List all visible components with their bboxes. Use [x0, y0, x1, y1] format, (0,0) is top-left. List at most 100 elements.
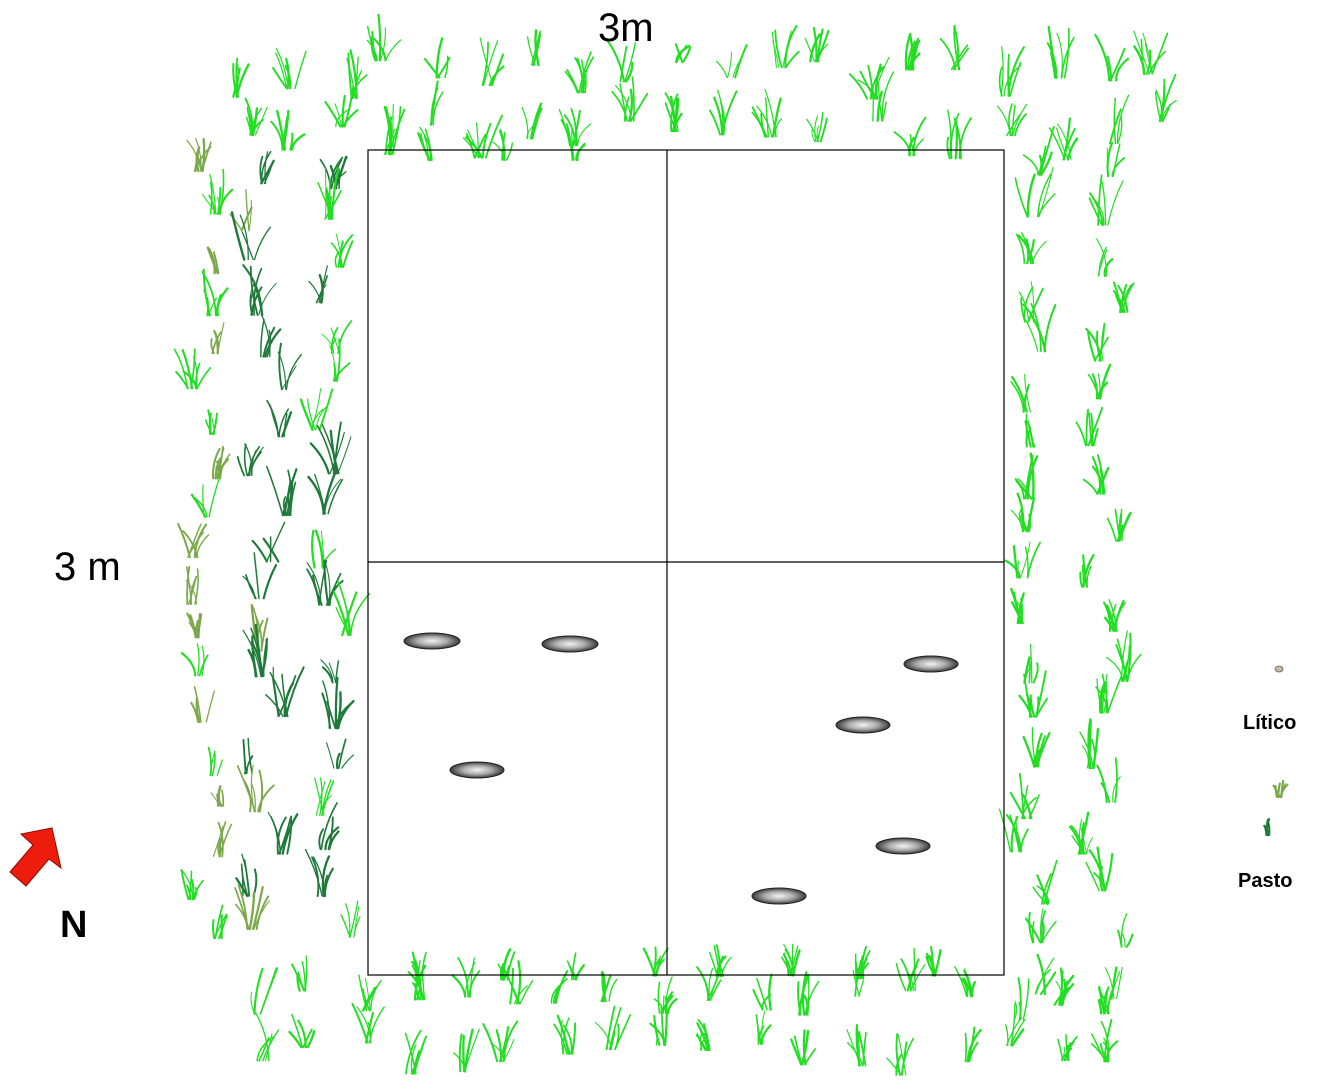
- grass-tuft: [1106, 508, 1132, 542]
- lithic-find: [541, 635, 599, 653]
- legend-label-pasto: Pasto: [1238, 870, 1293, 892]
- grass-tuft: [236, 443, 264, 477]
- grass-tuft: [272, 47, 307, 90]
- grass-tuft: [229, 189, 253, 232]
- grass-tuft: [266, 399, 293, 438]
- grass-tuft: [190, 686, 215, 723]
- grass-tuft: [804, 26, 830, 63]
- grass-tuft: [177, 523, 210, 559]
- grass-tuft: [1032, 859, 1058, 905]
- grass-tuft: [565, 123, 586, 161]
- grass-tuft: [242, 552, 278, 600]
- grass-tuft: [564, 51, 595, 94]
- width-dimension-label: 3m: [598, 6, 654, 50]
- grass-tuft: [1091, 1018, 1119, 1063]
- grass-icon: [1263, 779, 1289, 837]
- grass-tuft: [964, 1026, 982, 1063]
- grass-tuft: [204, 409, 218, 436]
- grass-tuft: [846, 1024, 867, 1067]
- grass-tuft: [326, 738, 354, 770]
- grass-tuft: [255, 1012, 280, 1062]
- grass-tuft: [1005, 1003, 1026, 1047]
- grass-tuft: [708, 944, 732, 978]
- grass-tuft: [1095, 673, 1123, 714]
- grass-tuft: [872, 71, 895, 122]
- grass-tuft: [797, 971, 820, 1016]
- grass-tuft: [358, 974, 382, 1012]
- north-arrow-icon: [9, 827, 62, 887]
- grass-tuft: [1056, 1034, 1078, 1062]
- grass-tuft: [611, 76, 649, 123]
- grass-tuft: [649, 996, 668, 1047]
- grass-tuft: [1106, 141, 1126, 178]
- grass-tuft: [1068, 811, 1093, 855]
- grass-tuft: [1096, 238, 1114, 278]
- grass-tuft: [346, 49, 368, 100]
- grass-tuft: [1015, 232, 1047, 265]
- grass-tuft: [210, 322, 225, 355]
- grass-tuft: [453, 1028, 480, 1073]
- grass-tuft: [259, 150, 275, 185]
- grass-tuft: [996, 103, 1028, 137]
- grass-tuft: [234, 884, 270, 931]
- grass-tuft: [695, 1019, 711, 1052]
- grass-tuft: [558, 108, 592, 147]
- grass-tuft: [309, 421, 352, 475]
- grass-tuft: [998, 808, 1029, 853]
- grass-tuft: [212, 821, 233, 858]
- grass-tuft: [462, 114, 503, 159]
- grass-tuft: [1155, 73, 1177, 123]
- grass-tuft: [260, 314, 282, 358]
- grass-tuft: [1085, 846, 1114, 892]
- grass-tuft: [550, 970, 569, 1004]
- grass-tuft: [423, 37, 451, 79]
- grass-tuft: [1023, 644, 1039, 684]
- grass-tuft: [206, 246, 220, 275]
- grass-tuft: [1024, 908, 1057, 944]
- grass-tuft: [752, 973, 773, 1011]
- grass-tuft: [479, 37, 505, 87]
- grass-tuft: [1013, 977, 1030, 1021]
- grass-tuft: [1094, 33, 1130, 82]
- grass-tuft: [1133, 30, 1169, 76]
- grass-tuft: [186, 612, 203, 639]
- grass-tuft: [790, 1029, 817, 1066]
- lithic-find: [875, 837, 931, 855]
- grass-tuft: [886, 1033, 915, 1076]
- grass-tuft: [482, 1020, 519, 1063]
- grass-tuft: [232, 57, 250, 98]
- grass-tuft: [492, 128, 514, 161]
- grass-tuft: [1022, 125, 1055, 176]
- grass-tuft: [321, 676, 355, 730]
- grass-tuft: [904, 32, 921, 71]
- grass-tuft: [895, 947, 926, 992]
- grass-tuft: [709, 89, 738, 136]
- grass-tuft: [1272, 779, 1289, 799]
- grass-tuft: [277, 342, 303, 391]
- grass-tuft: [242, 264, 277, 317]
- grass-tuft: [1010, 492, 1036, 533]
- grass-tuft: [186, 137, 212, 173]
- grass-tuft: [1023, 302, 1057, 353]
- grass-tuft: [212, 445, 231, 480]
- grass-tuft: [266, 465, 298, 517]
- grass-tuft: [267, 811, 299, 855]
- grass-tuft: [1009, 772, 1040, 820]
- grass-tuft: [1018, 670, 1048, 718]
- grass-tuft: [332, 580, 371, 637]
- grass-tuft: [291, 955, 308, 992]
- grass-tuft: [1024, 413, 1036, 448]
- grass-tuft: [716, 44, 748, 79]
- grass-tuft: [1046, 25, 1075, 79]
- grass-tuft: [1079, 553, 1095, 588]
- grass-tuft: [404, 1029, 428, 1075]
- grass-tuft: [653, 976, 678, 1015]
- grass-border: [173, 13, 1177, 1076]
- lithic-find: [403, 632, 461, 650]
- grass-tuft: [299, 388, 334, 431]
- excavation-grid: [367, 149, 1005, 976]
- grass-tuft: [600, 971, 618, 1003]
- grass-tuft: [1079, 718, 1100, 770]
- lithic-find: [751, 887, 807, 905]
